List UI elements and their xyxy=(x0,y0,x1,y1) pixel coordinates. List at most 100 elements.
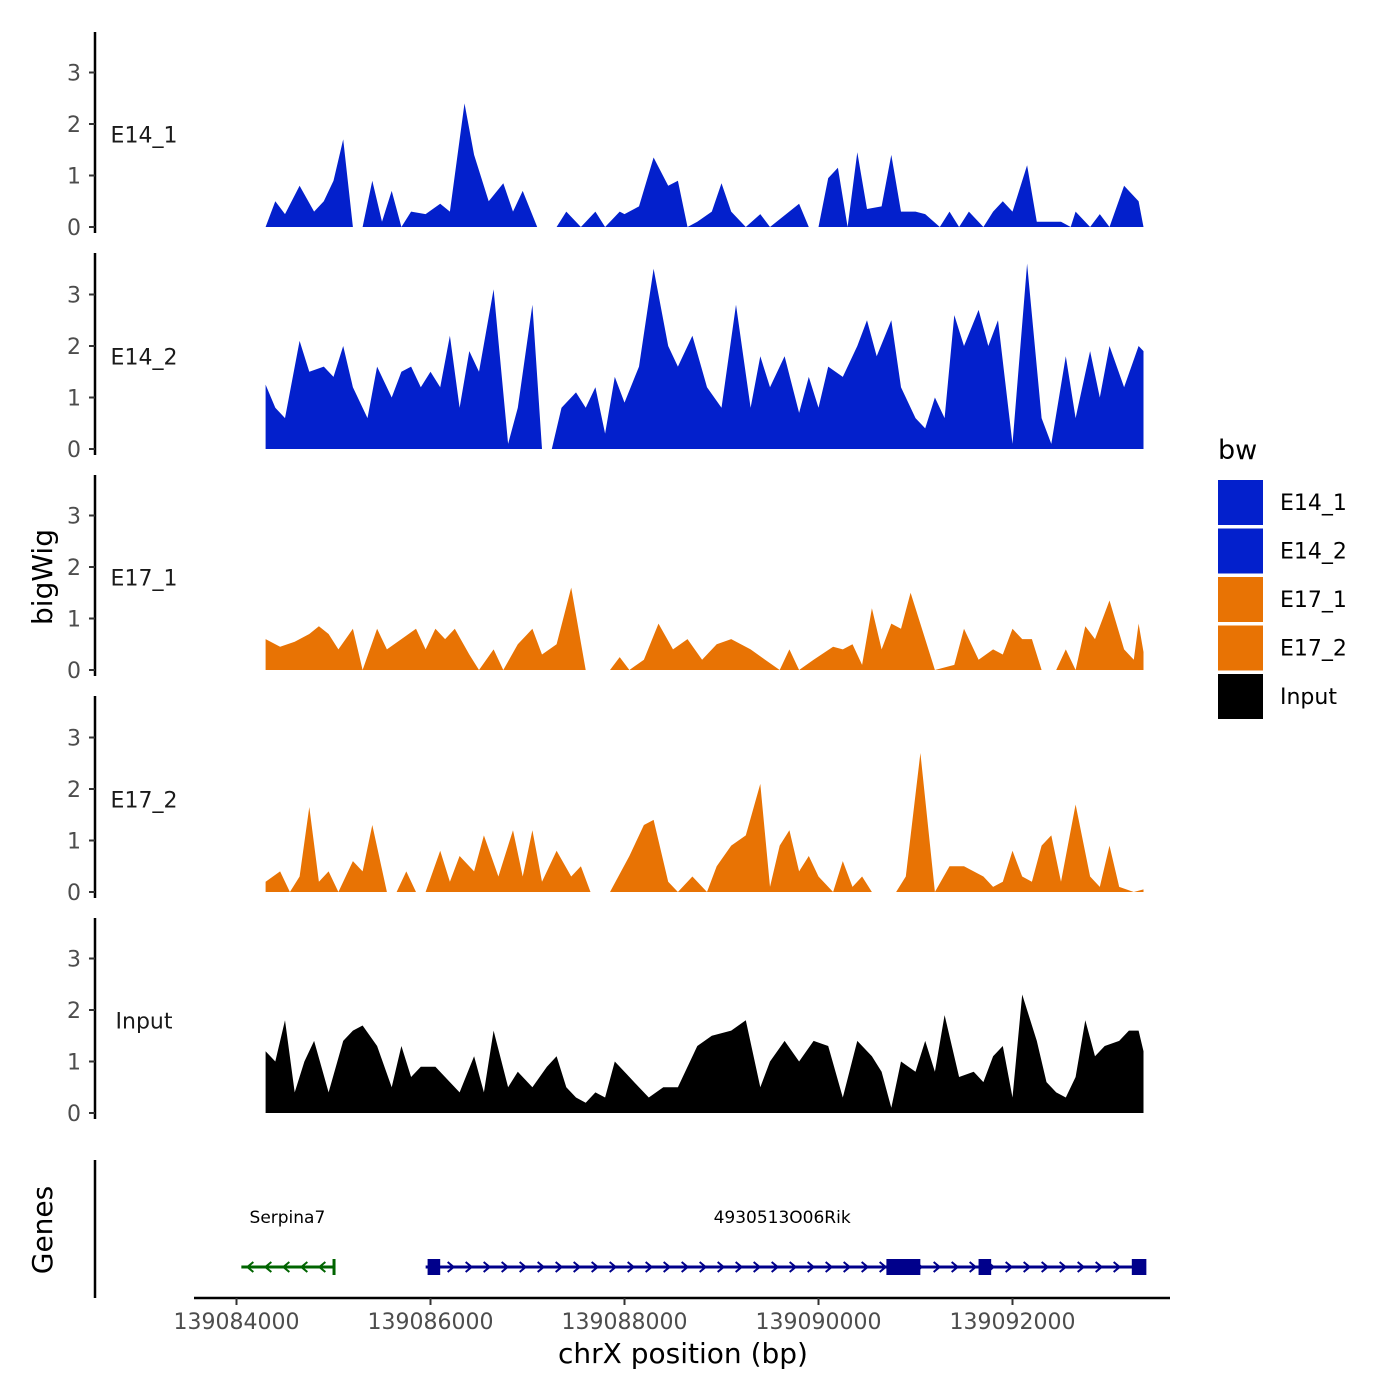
track-e14-1: 0 1 2 3 E14_1 xyxy=(67,32,1144,241)
strand-arrow-icon xyxy=(317,1261,326,1273)
gene-label: 4930513O06Rik xyxy=(714,1208,851,1228)
genes-axis-title: Genes xyxy=(26,1186,59,1274)
y-tick-label: 1 xyxy=(67,830,81,855)
strand-arrow-icon xyxy=(483,1261,492,1273)
y-tick-label: 2 xyxy=(67,113,81,138)
track-label: E14_1 xyxy=(111,123,178,148)
strand-arrow-icon xyxy=(861,1261,870,1273)
gene-exon xyxy=(1131,1259,1147,1275)
strand-arrow-icon xyxy=(699,1261,708,1273)
legend: bw E14_1 E14_2 E17_1 E17_2 Input xyxy=(1218,435,1347,719)
genes-panel: Serpina7 4930513O06Rik xyxy=(93,1160,1147,1298)
strand-arrow-icon xyxy=(1041,1261,1050,1273)
gene-exon xyxy=(886,1259,921,1275)
y-tick-label: 2 xyxy=(67,556,81,581)
strand-arrow-icon xyxy=(1095,1261,1104,1273)
gene-exon xyxy=(332,1259,336,1275)
legend-swatch-e17-1 xyxy=(1218,577,1263,622)
strand-arrow-icon xyxy=(1077,1261,1086,1273)
signal-area-input xyxy=(265,994,1144,1113)
strand-arrow-icon xyxy=(807,1261,816,1273)
strand-arrow-icon xyxy=(591,1261,600,1273)
y-tick-label: 3 xyxy=(67,505,81,530)
gene-exon xyxy=(978,1259,992,1275)
x-axis: 139084000 139086000 139088000 139090000 1390… xyxy=(174,1296,1170,1335)
strand-arrow-icon xyxy=(843,1261,852,1273)
x-tick-label: 139086000 xyxy=(368,1310,494,1335)
strand-arrow-icon xyxy=(645,1261,654,1273)
gene-serpina7: Serpina7 xyxy=(241,1208,336,1275)
y-tick-label: 0 xyxy=(67,881,81,906)
y-tick-label: 1 xyxy=(67,608,81,633)
strand-arrow-icon xyxy=(627,1261,636,1273)
legend-label-e14-1: E14_1 xyxy=(1280,491,1347,516)
x-tick-label: 139088000 xyxy=(562,1310,688,1335)
y-tick-label: 3 xyxy=(67,284,81,309)
y-tick-label: 0 xyxy=(67,216,81,241)
strand-arrow-icon xyxy=(447,1261,456,1273)
y-tick-label: 1 xyxy=(67,387,81,412)
strand-arrow-icon xyxy=(681,1261,690,1273)
strand-arrow-icon xyxy=(1023,1261,1032,1273)
x-tick-label: 139084000 xyxy=(174,1310,300,1335)
gene-4930513o06rik: 4930513O06Rik xyxy=(425,1208,1147,1275)
strand-arrow-icon xyxy=(263,1261,272,1273)
y-tick-label: 3 xyxy=(67,948,81,973)
strand-arrow-icon xyxy=(771,1261,780,1273)
strand-arrow-icon xyxy=(717,1261,726,1273)
strand-arrow-icon xyxy=(969,1261,978,1273)
y-tick-label: 0 xyxy=(67,659,81,684)
signal-area-e14-2 xyxy=(265,263,1144,449)
x-tick-label: 139090000 xyxy=(756,1310,882,1335)
strand-arrow-icon xyxy=(573,1261,582,1273)
strand-arrow-icon xyxy=(1059,1261,1068,1273)
strand-arrow-icon xyxy=(1113,1261,1122,1273)
legend-swatch-e17-2 xyxy=(1218,625,1263,671)
y-tick-label: 3 xyxy=(67,727,81,752)
track-label: E14_2 xyxy=(111,345,178,370)
track-e17-2: 0 1 2 3 E17_2 xyxy=(67,696,1144,906)
legend-swatch-input xyxy=(1218,674,1263,719)
strand-arrow-icon xyxy=(951,1261,960,1273)
track-input: 0 1 2 3 Input xyxy=(67,918,1144,1127)
strand-arrow-icon xyxy=(245,1261,254,1273)
signal-tracks: 0 1 2 3 E14_1 0 1 2 3 E14_2 0 1 2 3 E17_1 0 1 2 3 E17_2 0 1 2 3… xyxy=(67,32,1144,1127)
track-label: Input xyxy=(116,1009,173,1034)
x-tick-label: 139092000 xyxy=(950,1310,1076,1335)
y-tick-label: 3 xyxy=(67,62,81,87)
gene-label: Serpina7 xyxy=(250,1208,326,1228)
track-label: E17_2 xyxy=(111,788,178,813)
track-label: E17_1 xyxy=(111,566,178,591)
y-tick-label: 1 xyxy=(67,1051,81,1076)
track-e14-2: 0 1 2 3 E14_2 xyxy=(67,253,1144,463)
strand-arrow-icon xyxy=(299,1261,308,1273)
gene-exon xyxy=(427,1259,441,1275)
track-e17-1: 0 1 2 3 E17_1 xyxy=(67,475,1144,684)
legend-swatch-e14-2 xyxy=(1218,528,1263,574)
strand-arrow-icon xyxy=(663,1261,672,1273)
x-axis-title: chrX position (bp) xyxy=(558,1337,808,1370)
signal-area-e14-1 xyxy=(265,103,1144,227)
strand-arrow-icon xyxy=(555,1261,564,1273)
legend-swatch-e14-1 xyxy=(1218,480,1263,525)
strand-arrow-icon xyxy=(825,1261,834,1273)
signal-area-e17-2 xyxy=(265,753,1144,892)
strand-arrow-icon xyxy=(789,1261,798,1273)
strand-arrow-icon xyxy=(519,1261,528,1273)
y-tick-label: 2 xyxy=(67,778,81,803)
y-tick-label: 2 xyxy=(67,999,81,1024)
legend-label-input: Input xyxy=(1280,685,1337,710)
y-axis-title: bigWig xyxy=(26,529,59,625)
y-tick-label: 0 xyxy=(67,438,81,463)
y-tick-label: 0 xyxy=(67,1102,81,1127)
y-tick-label: 1 xyxy=(67,165,81,190)
strand-arrow-icon xyxy=(879,1261,888,1273)
legend-title: bw xyxy=(1218,435,1257,466)
strand-arrow-icon xyxy=(735,1261,744,1273)
signal-area-e17-1 xyxy=(265,587,1144,670)
strand-arrow-icon xyxy=(1005,1261,1014,1273)
legend-label-e17-1: E17_1 xyxy=(1280,588,1347,613)
strand-arrow-icon xyxy=(465,1261,474,1273)
strand-arrow-icon xyxy=(933,1261,942,1273)
y-tick-label: 2 xyxy=(67,335,81,360)
